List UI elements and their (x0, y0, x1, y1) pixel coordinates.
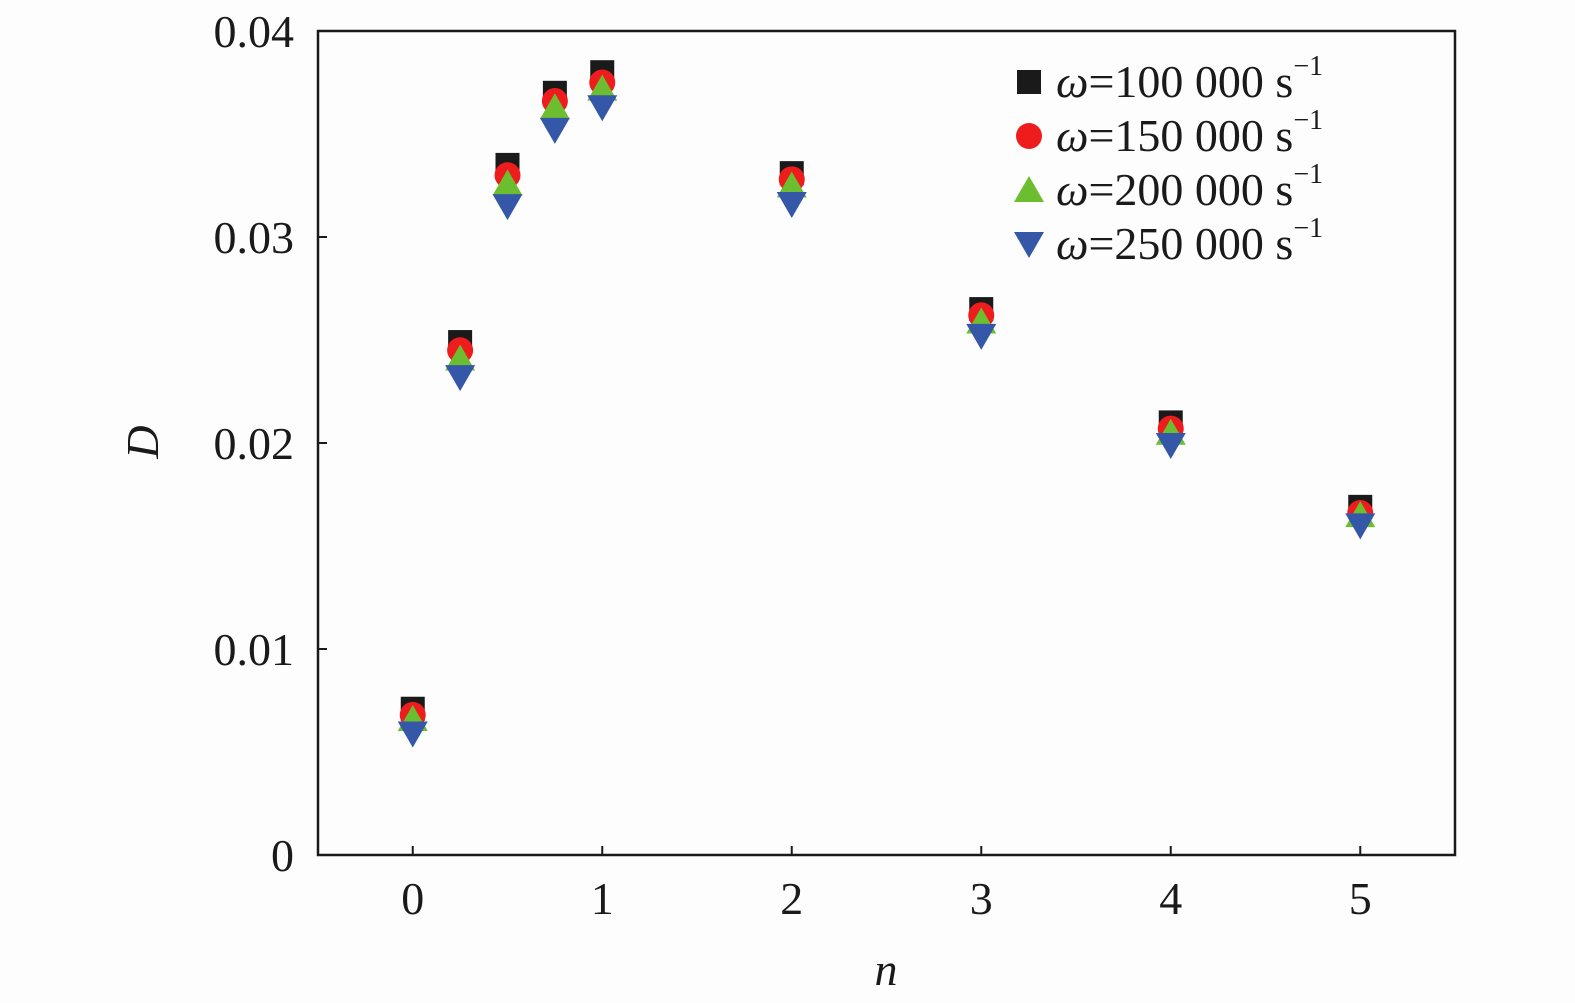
legend: ω=100 000 s−1ω=150 000 s−1ω=200 000 s−1ω… (1014, 51, 1323, 269)
legend-label-superscript: −1 (1293, 105, 1323, 136)
legend-marker (1014, 176, 1044, 202)
x-axis: 0 1 2 3 4 5 (401, 846, 1372, 924)
data-point (445, 344, 476, 371)
data-point (776, 171, 807, 198)
x-tick-label: 5 (1349, 873, 1372, 924)
data-point (539, 117, 570, 144)
data-point (492, 169, 523, 196)
x-tick-label: 4 (1159, 873, 1182, 924)
data-points (397, 60, 1376, 748)
data-point (492, 194, 523, 221)
y-axis: 0 0.01 0.02 0.03 0.04 (214, 6, 327, 881)
legend-label-value: =200 000 s (1088, 164, 1293, 215)
data-point (587, 74, 618, 101)
x-tick-label: 2 (780, 873, 803, 924)
data-point (776, 192, 807, 219)
legend-item: ω=200 000 s−1 (1014, 159, 1323, 215)
data-point (966, 323, 997, 350)
legend-label-value: =100 000 s (1088, 56, 1293, 107)
legend-label: ω=100 000 s−1 (1056, 51, 1323, 107)
x-tick-label: 1 (591, 873, 614, 924)
legend-label-symbol: ω (1056, 164, 1088, 215)
y-axis-title: D (117, 425, 168, 459)
legend-item: ω=100 000 s−1 (1017, 51, 1323, 107)
legend-item: ω=150 000 s−1 (1016, 105, 1323, 161)
legend-marker (1016, 123, 1042, 149)
legend-label: ω=150 000 s−1 (1056, 105, 1323, 161)
legend-label: ω=200 000 s−1 (1056, 159, 1323, 215)
legend-label-superscript: −1 (1293, 51, 1323, 82)
legend-label-superscript: −1 (1293, 159, 1323, 190)
legend-label-symbol: ω (1056, 56, 1088, 107)
legend-marker (1014, 232, 1044, 258)
data-point (1155, 433, 1186, 460)
data-point (397, 721, 428, 748)
x-tick-label: 3 (970, 873, 993, 924)
data-point (587, 95, 618, 122)
legend-label-superscript: −1 (1293, 213, 1323, 244)
legend-label: ω=250 000 s−1 (1056, 213, 1323, 269)
data-point (1345, 513, 1376, 540)
x-axis-title: n (875, 944, 898, 995)
y-tick-label: 0.03 (214, 212, 295, 263)
legend-marker (1017, 70, 1041, 94)
series-4 (397, 95, 1376, 748)
data-point (445, 365, 476, 392)
legend-label-symbol: ω (1056, 110, 1088, 161)
y-tick-label: 0.01 (214, 624, 295, 675)
y-tick-label: 0 (271, 830, 294, 881)
legend-label-value: =150 000 s (1088, 110, 1293, 161)
data-point (539, 93, 570, 120)
x-tick-label: 0 (401, 873, 424, 924)
legend-label-symbol: ω (1056, 218, 1088, 269)
legend-label-value: =250 000 s (1088, 218, 1293, 269)
legend-item: ω=250 000 s−1 (1014, 213, 1323, 269)
y-tick-label: 0.02 (214, 418, 295, 469)
y-tick-label: 0.04 (214, 6, 295, 57)
